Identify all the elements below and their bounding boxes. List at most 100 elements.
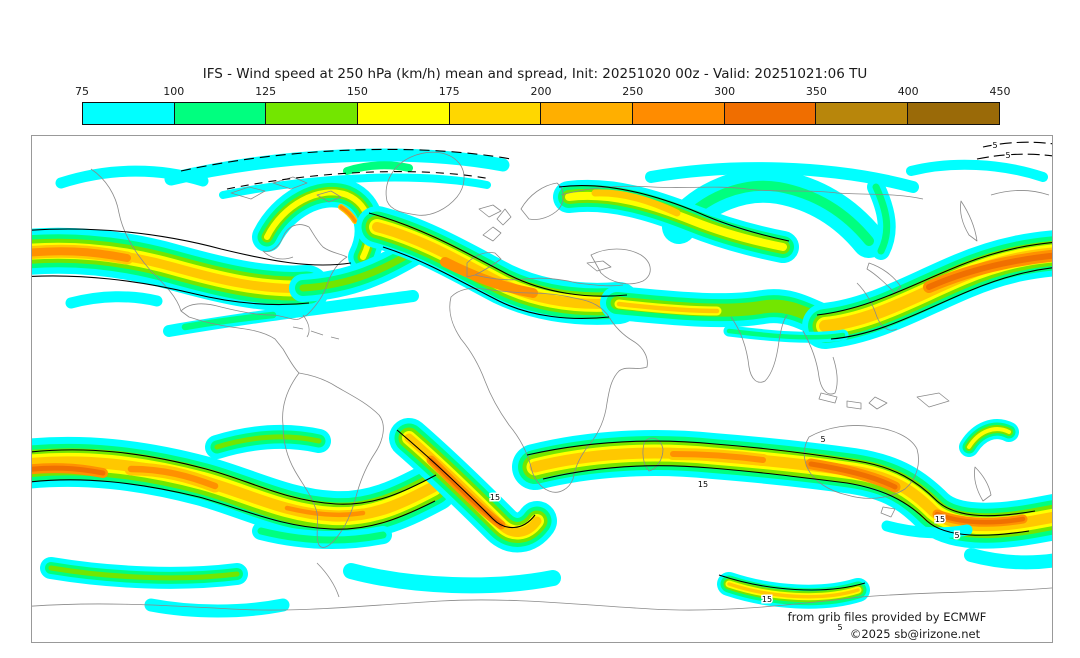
coastline-path xyxy=(230,186,266,200)
colorbar-segment xyxy=(906,102,1000,125)
wind-band-layer xyxy=(616,301,720,314)
coastline-path xyxy=(31,587,1053,611)
wind-band-layer xyxy=(727,582,860,599)
contour-label: 5 xyxy=(820,435,825,444)
colorbar-tick: 400 xyxy=(897,85,919,98)
coastline-path xyxy=(868,396,888,410)
spread-contour-path xyxy=(31,479,436,530)
wind-band-layer xyxy=(127,465,219,490)
colorbar-tick: 300 xyxy=(714,85,736,98)
coastline-path xyxy=(990,190,1050,196)
wind-band-layer xyxy=(343,161,413,175)
colorbar-segment xyxy=(356,102,451,125)
colorbar-tick: 250 xyxy=(622,85,644,98)
coastline-path xyxy=(802,330,838,395)
wind-band-layer xyxy=(808,461,898,490)
wind-band-layer xyxy=(726,328,846,340)
wind-band-layer xyxy=(934,511,1026,525)
spread-contour-path xyxy=(396,429,536,529)
coastline-path xyxy=(856,282,898,331)
colorbar-segment xyxy=(540,102,634,125)
wind-band-layer xyxy=(339,205,357,223)
coastlines xyxy=(31,151,1053,611)
colorbar-segment xyxy=(723,102,817,125)
wind-band-layer xyxy=(48,565,240,581)
wind-band-layer xyxy=(670,451,766,463)
wind-band-layer xyxy=(926,252,1053,290)
coastline-path xyxy=(282,372,384,548)
figure-title: IFS - Wind speed at 250 hPa (km/h) mean … xyxy=(202,66,868,82)
colorbar-segment xyxy=(631,102,725,125)
wind-band-layer xyxy=(440,257,538,298)
colorbar-tick-labels: 75 100 125 150 175 200 250 300 350 400 450 xyxy=(0,85,1080,99)
wind-speed-fill-bands xyxy=(31,148,1053,618)
spread-contour-path xyxy=(558,185,790,242)
coastline-path xyxy=(846,400,862,410)
colorbar-tick: 150 xyxy=(346,85,368,98)
spread-contour-path xyxy=(382,246,610,319)
contour-label: 15 xyxy=(762,595,772,604)
coastline-path xyxy=(560,185,924,200)
map-border xyxy=(31,135,1053,643)
contour-label: 5 xyxy=(837,623,842,632)
coastline-path xyxy=(960,200,978,242)
wind-band-layer xyxy=(964,548,1053,570)
spread-contour-path xyxy=(816,241,1053,316)
coastline-path xyxy=(292,326,304,330)
spread-contours xyxy=(31,141,1053,591)
spread-contour-path xyxy=(31,228,352,266)
spread-contour-path xyxy=(830,267,1053,340)
coastline-path xyxy=(302,314,310,338)
coastline-path xyxy=(818,392,838,404)
coastline-path xyxy=(880,506,896,518)
contour-label: 5 xyxy=(954,531,959,540)
wind-band-layer xyxy=(343,563,561,594)
colorbar-segment xyxy=(173,102,267,125)
coastline-path xyxy=(586,260,612,272)
spread-contour-path xyxy=(526,440,1036,517)
contour-label: 15 xyxy=(935,515,945,524)
coastline-path xyxy=(474,274,624,287)
coastline-path xyxy=(449,287,648,493)
wind-band-layer xyxy=(906,159,1048,182)
colorbar xyxy=(82,102,1000,125)
wind-band-layer xyxy=(65,291,163,309)
coastline-path xyxy=(974,466,992,502)
wind-band-layer xyxy=(591,189,681,217)
coastline-path xyxy=(310,330,324,336)
colorbar-tick: 100 xyxy=(163,85,185,98)
coastline-path xyxy=(478,204,502,218)
coastline-path xyxy=(306,226,348,316)
colorbar-tick: 350 xyxy=(805,85,827,98)
wind-band-layer xyxy=(164,148,510,186)
spread-contour-path xyxy=(542,465,1030,536)
colorbar-tick: 175 xyxy=(438,85,460,98)
colorbar-segment xyxy=(815,102,909,125)
spread-contour-path xyxy=(982,141,1053,148)
wind-band-layer xyxy=(257,527,387,544)
map-area: 15 15 15 15 5 5 5 5 5 from grib files provided b… xyxy=(31,135,1053,643)
coastline-path xyxy=(90,168,300,374)
contour-label: 15 xyxy=(698,480,708,489)
wind-band-layer xyxy=(31,465,106,476)
wind-band-layer xyxy=(872,183,891,255)
wind-band-layer xyxy=(219,173,491,199)
wind-band-layer xyxy=(31,247,131,262)
wind-band-layer xyxy=(967,427,1011,449)
contour-label: 5 xyxy=(992,141,997,150)
credits-copyright: ©2025 sb@irizone.net xyxy=(850,627,981,641)
spread-contour-path xyxy=(31,449,437,505)
coastline-path xyxy=(385,151,465,216)
coastline-path xyxy=(642,437,664,472)
coastline-path xyxy=(803,425,919,499)
wind-band-layer xyxy=(181,311,277,331)
coastline-path xyxy=(180,303,308,320)
coastline-path xyxy=(482,226,502,242)
coastline-path xyxy=(916,392,950,408)
wind-band-layer xyxy=(565,191,787,251)
coastline-path xyxy=(330,336,340,340)
colorbar-tick: 200 xyxy=(530,85,552,98)
wind-band-layer xyxy=(214,434,322,450)
